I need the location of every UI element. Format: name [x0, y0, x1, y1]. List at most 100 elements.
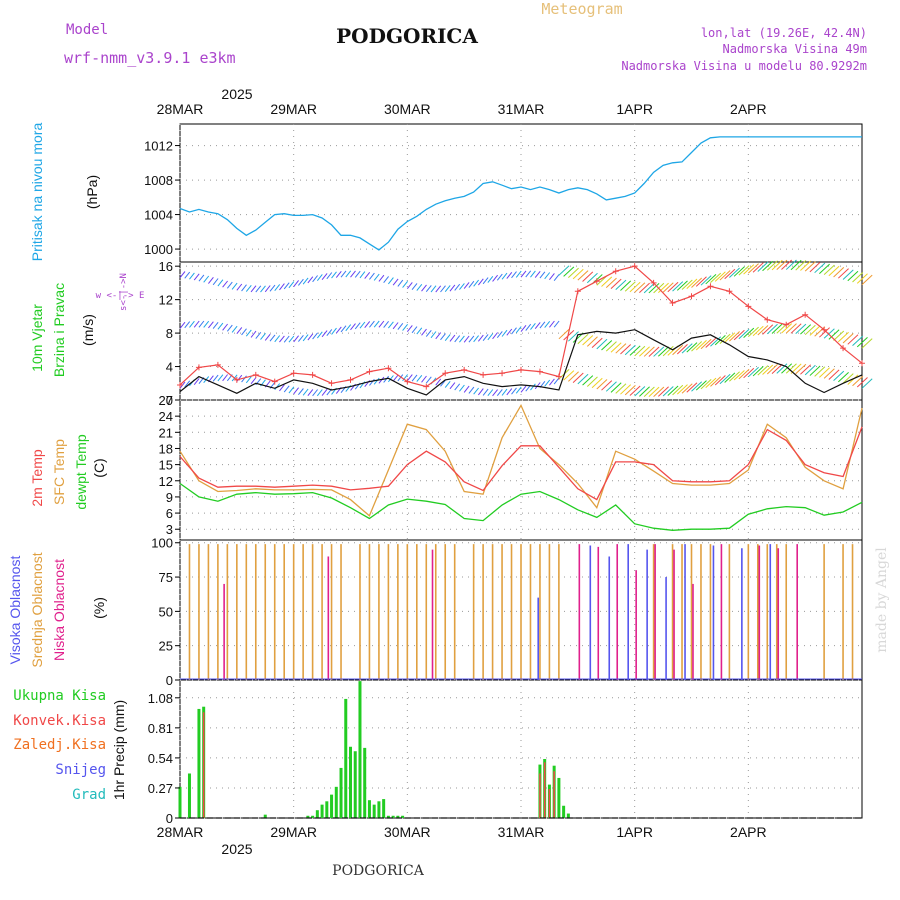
- wind-barb: [691, 381, 703, 392]
- wind-barb: [676, 344, 688, 355]
- wind-barb: [449, 334, 456, 342]
- wind-gust-marker: [593, 278, 600, 285]
- pressure-ylabel: (hPa): [84, 175, 100, 209]
- temperature-ytick-label: 24: [159, 409, 173, 424]
- wind-barb: [321, 330, 328, 338]
- wind-barb: [283, 335, 290, 343]
- wind-barb: [212, 374, 219, 382]
- wind-barb: [421, 328, 427, 336]
- wind-barb: [473, 279, 479, 287]
- wind-barb: [236, 283, 243, 291]
- wind-barb: [378, 320, 385, 328]
- wind-barb: [539, 271, 546, 279]
- wind-barb: [487, 389, 494, 397]
- wind-barb: [302, 334, 309, 342]
- wind-barb: [676, 384, 688, 395]
- wind-barb: [421, 284, 427, 292]
- bottom-date-label: 28MAR: [157, 824, 204, 840]
- wind-barb: [700, 379, 712, 390]
- precip-bar: [562, 805, 566, 818]
- wind-barb: [724, 332, 736, 343]
- wind-barb: [790, 323, 802, 334]
- wind-barb: [809, 365, 821, 376]
- wind-barb: [804, 261, 816, 272]
- precip-legend-conv: Konvek.Kisa: [13, 713, 106, 729]
- wind-barb: [250, 330, 257, 338]
- wind-barb: [383, 375, 389, 383]
- wind-gust-marker: [783, 321, 790, 328]
- wind-barb: [828, 329, 840, 340]
- wind-barb: [776, 363, 788, 374]
- wind-barb: [762, 364, 774, 375]
- wind-barb: [729, 267, 740, 278]
- temp-title-2m: 2m Temp: [29, 449, 45, 507]
- wind-gust-marker: [555, 373, 562, 380]
- wind-barb: [629, 345, 641, 356]
- wind-barb: [487, 333, 494, 341]
- precip-bar: [539, 773, 541, 818]
- wind-barb: [279, 335, 285, 343]
- wind-barb: [350, 270, 356, 278]
- wind-gust-marker: [347, 376, 354, 383]
- wind-barb: [435, 285, 442, 293]
- wind-barb: [743, 367, 755, 379]
- wind-barb: [847, 270, 859, 282]
- wind-barb: [189, 272, 195, 280]
- cloud-title-mid: Srednja Oblacnost: [29, 552, 45, 667]
- wind-barb: [729, 331, 740, 342]
- wind-barb: [369, 320, 375, 328]
- wind-barb: [804, 324, 816, 336]
- wind-barb: [454, 335, 461, 343]
- wind-barb: [662, 282, 674, 293]
- wind-barb: [477, 388, 484, 396]
- precip-bar: [386, 815, 390, 818]
- wind-barb: [198, 320, 205, 328]
- wind-barb: [800, 324, 812, 335]
- wind-barb: [416, 283, 423, 291]
- wind-barb: [193, 378, 200, 385]
- wind-barb: [534, 382, 541, 390]
- wind-barb: [601, 340, 613, 351]
- precip-bar: [263, 814, 267, 818]
- wind-barb: [837, 268, 849, 279]
- wind-barb: [231, 282, 238, 290]
- wind-barb: [686, 342, 698, 353]
- wind-barb: [193, 320, 200, 328]
- wind-barb: [392, 322, 399, 330]
- top-date-label: 2APR: [730, 101, 767, 117]
- wind-barb: [534, 322, 541, 330]
- wind-barb: [852, 375, 864, 387]
- wind-barb: [335, 326, 342, 334]
- wind-barb: [416, 327, 423, 335]
- wind-barb: [856, 337, 868, 348]
- wind-barb: [354, 322, 361, 330]
- wind-barb: [710, 272, 722, 284]
- wind-gust-marker: [840, 345, 847, 352]
- wind-barb: [842, 333, 854, 344]
- wind-barb: [203, 275, 210, 283]
- wind-barb: [511, 387, 517, 395]
- wind-barb: [340, 270, 347, 278]
- bottom-date-label: 30MAR: [384, 824, 431, 840]
- wind-gust-marker: [745, 303, 752, 310]
- wind-barb: [468, 335, 475, 343]
- wind-gust-marker: [328, 380, 335, 387]
- wind-barb: [288, 281, 295, 289]
- pressure-ytick-label: 1000: [144, 242, 173, 257]
- wind-barb: [672, 281, 684, 292]
- wind-barb: [231, 325, 238, 333]
- wind-barb: [814, 366, 826, 377]
- wind-barb: [444, 285, 451, 292]
- wind-ytick-label: 0: [166, 393, 173, 408]
- wind-barb: [856, 273, 868, 284]
- wind-barb: [781, 323, 793, 334]
- wind-barb: [667, 281, 679, 293]
- wind-barb: [444, 334, 451, 342]
- wind-barb: [624, 281, 636, 292]
- wind-barb: [279, 384, 285, 392]
- wind-barb: [203, 320, 210, 328]
- wind-barb: [217, 322, 224, 330]
- wind-gust-marker: [764, 316, 771, 323]
- wind-barb: [406, 325, 413, 332]
- top-year-label: 2025: [221, 86, 252, 102]
